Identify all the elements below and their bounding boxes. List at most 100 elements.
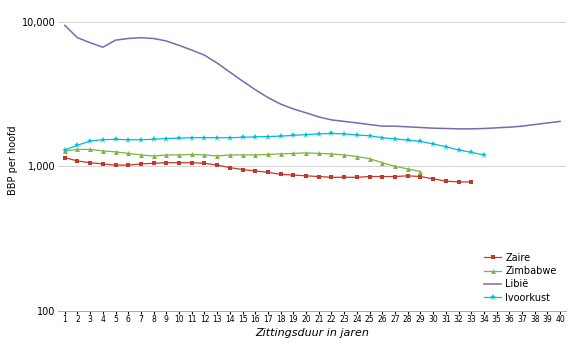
Ivoorkust: [99, 137, 106, 142]
Libië: [557, 119, 564, 124]
Ivoorkust: [340, 132, 347, 136]
Zaire: [391, 175, 398, 179]
Zimbabwe: [417, 170, 424, 174]
Libië: [201, 53, 208, 57]
Zaire: [201, 161, 208, 165]
Zimbabwe: [188, 152, 195, 157]
Libië: [176, 43, 183, 47]
Libië: [163, 39, 170, 43]
Ivoorkust: [150, 137, 157, 141]
Ivoorkust: [277, 134, 284, 138]
Y-axis label: BBP per hoofd: BBP per hoofd: [8, 126, 18, 195]
Ivoorkust: [455, 148, 462, 152]
Zaire: [176, 161, 183, 165]
Libië: [61, 23, 68, 27]
Libië: [404, 125, 411, 129]
Libië: [86, 41, 93, 45]
Ivoorkust: [86, 139, 93, 143]
Zaire: [112, 163, 119, 167]
Zimbabwe: [265, 152, 272, 157]
Ivoorkust: [353, 133, 360, 137]
Legend: Zaire, Zimbabwe, Libië, Ivoorkust: Zaire, Zimbabwe, Libië, Ivoorkust: [484, 252, 557, 303]
Zimbabwe: [137, 153, 144, 157]
Zaire: [455, 180, 462, 184]
Zimbabwe: [379, 161, 386, 165]
Libië: [519, 124, 526, 128]
Libië: [227, 70, 234, 74]
Zaire: [150, 161, 157, 165]
Zimbabwe: [391, 164, 398, 169]
Ivoorkust: [201, 136, 208, 140]
Zimbabwe: [86, 147, 93, 152]
Zimbabwe: [150, 154, 157, 158]
Line: Libië: Libië: [65, 25, 560, 129]
Line: Ivoorkust: Ivoorkust: [62, 130, 487, 158]
Ivoorkust: [468, 150, 475, 155]
Ivoorkust: [315, 132, 322, 136]
Ivoorkust: [430, 142, 437, 146]
Zaire: [417, 175, 424, 179]
Ivoorkust: [227, 136, 234, 140]
Zaire: [86, 161, 93, 165]
Zaire: [404, 174, 411, 178]
Libië: [481, 126, 488, 131]
Zaire: [353, 175, 360, 180]
Libië: [303, 111, 310, 115]
Ivoorkust: [61, 148, 68, 152]
Line: Zimbabwe: Zimbabwe: [62, 147, 423, 174]
Zaire: [442, 179, 449, 183]
Zaire: [137, 162, 144, 166]
Libië: [150, 36, 157, 41]
Zimbabwe: [404, 167, 411, 171]
Ivoorkust: [188, 136, 195, 140]
Zimbabwe: [125, 151, 132, 156]
Libië: [417, 125, 424, 130]
Zaire: [74, 159, 81, 163]
Zaire: [277, 172, 284, 176]
Zimbabwe: [227, 153, 234, 157]
Libië: [188, 48, 195, 52]
Zimbabwe: [201, 153, 208, 157]
Libië: [366, 122, 373, 127]
Zaire: [328, 175, 335, 180]
Zimbabwe: [74, 147, 81, 152]
Line: Zaire: Zaire: [62, 155, 474, 184]
Libië: [506, 125, 513, 129]
Libië: [544, 121, 551, 125]
Libië: [468, 127, 475, 131]
Libië: [455, 127, 462, 131]
Zimbabwe: [303, 151, 310, 155]
Zaire: [468, 180, 475, 184]
Libië: [328, 118, 335, 122]
Ivoorkust: [125, 137, 132, 142]
Zimbabwe: [252, 153, 259, 157]
Zimbabwe: [353, 154, 360, 159]
Zaire: [379, 175, 386, 179]
Ivoorkust: [404, 138, 411, 142]
X-axis label: Zittingsduur in jaren: Zittingsduur in jaren: [256, 328, 369, 338]
Libië: [277, 102, 284, 106]
Zimbabwe: [328, 152, 335, 156]
Libië: [430, 126, 437, 130]
Libië: [265, 95, 272, 100]
Zimbabwe: [277, 152, 284, 156]
Ivoorkust: [265, 134, 272, 139]
Libië: [353, 121, 360, 125]
Zimbabwe: [112, 150, 119, 154]
Ivoorkust: [366, 134, 373, 138]
Ivoorkust: [112, 137, 119, 141]
Ivoorkust: [290, 133, 297, 137]
Libië: [391, 124, 398, 128]
Zaire: [61, 155, 68, 160]
Ivoorkust: [214, 136, 221, 140]
Ivoorkust: [303, 132, 310, 137]
Ivoorkust: [176, 136, 183, 140]
Libië: [290, 107, 297, 111]
Ivoorkust: [163, 136, 170, 141]
Libië: [442, 126, 449, 131]
Libië: [315, 115, 322, 119]
Zaire: [252, 169, 259, 173]
Zimbabwe: [340, 153, 347, 157]
Libië: [125, 36, 132, 41]
Ivoorkust: [417, 139, 424, 144]
